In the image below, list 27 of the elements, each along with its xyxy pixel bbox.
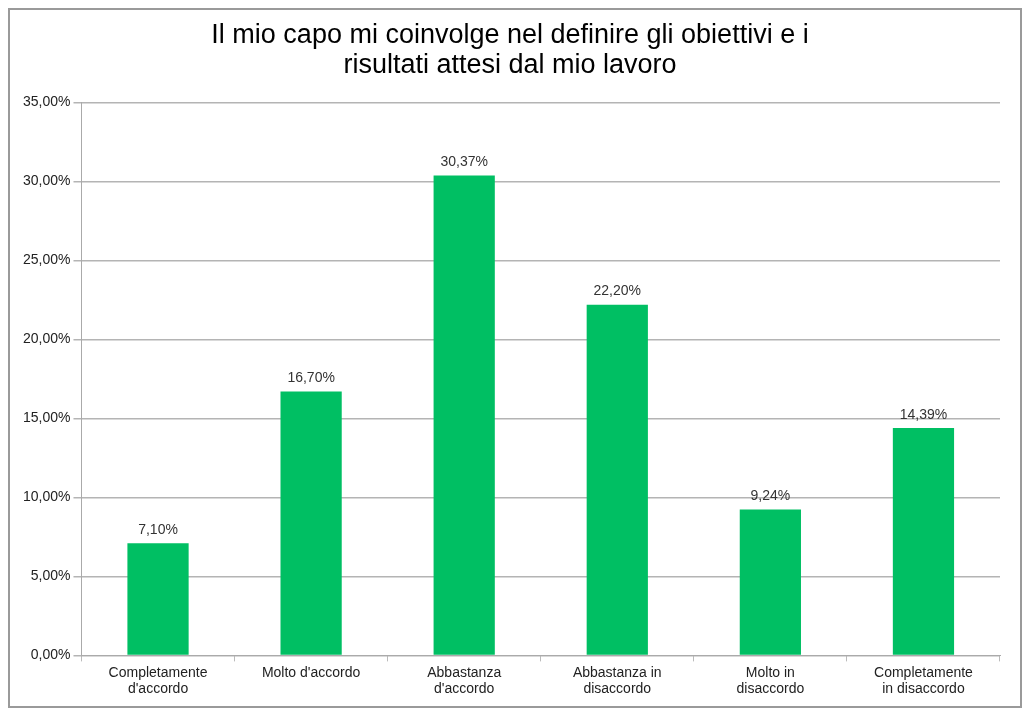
data-label: 30,37%: [440, 153, 488, 170]
bar: [127, 543, 189, 655]
data-label: 16,70%: [287, 369, 335, 386]
y-tick-label: 30,00%: [23, 172, 71, 189]
x-tick-label: Molto in disaccordo: [736, 663, 805, 697]
x-tick-label: Abbastanza d'accordo: [427, 663, 502, 697]
x-tick-label: Completamente in disaccordo: [874, 663, 974, 697]
y-tick-label: 10,00%: [23, 488, 71, 505]
y-tick-label: 5,00%: [30, 567, 71, 584]
data-label: 14,39%: [899, 405, 948, 422]
x-tick-label: Completamente d'accordo: [108, 663, 208, 697]
y-tick-label: 0,00%: [30, 646, 71, 663]
data-label: 9,24%: [750, 487, 791, 504]
bar: [586, 304, 648, 655]
y-tick-label: 15,00%: [23, 409, 71, 426]
bar: [280, 391, 342, 655]
y-tick-label: 35,00%: [23, 93, 71, 110]
y-tick-label: 20,00%: [23, 330, 71, 347]
bar: [739, 509, 801, 655]
data-label: 7,10%: [138, 521, 178, 538]
bar: [433, 175, 495, 655]
chart-title: Il mio capo mi coinvolge nel definire gli obiettivi e i risultati attesi dal mio lavoro: [211, 19, 809, 79]
bar: [892, 428, 955, 655]
x-tick-label: Molto d'accordo: [261, 663, 361, 680]
data-label: 22,20%: [593, 282, 642, 299]
y-tick-label: 25,00%: [23, 251, 71, 268]
x-tick-label: Abbastanza in disaccordo: [572, 663, 662, 697]
